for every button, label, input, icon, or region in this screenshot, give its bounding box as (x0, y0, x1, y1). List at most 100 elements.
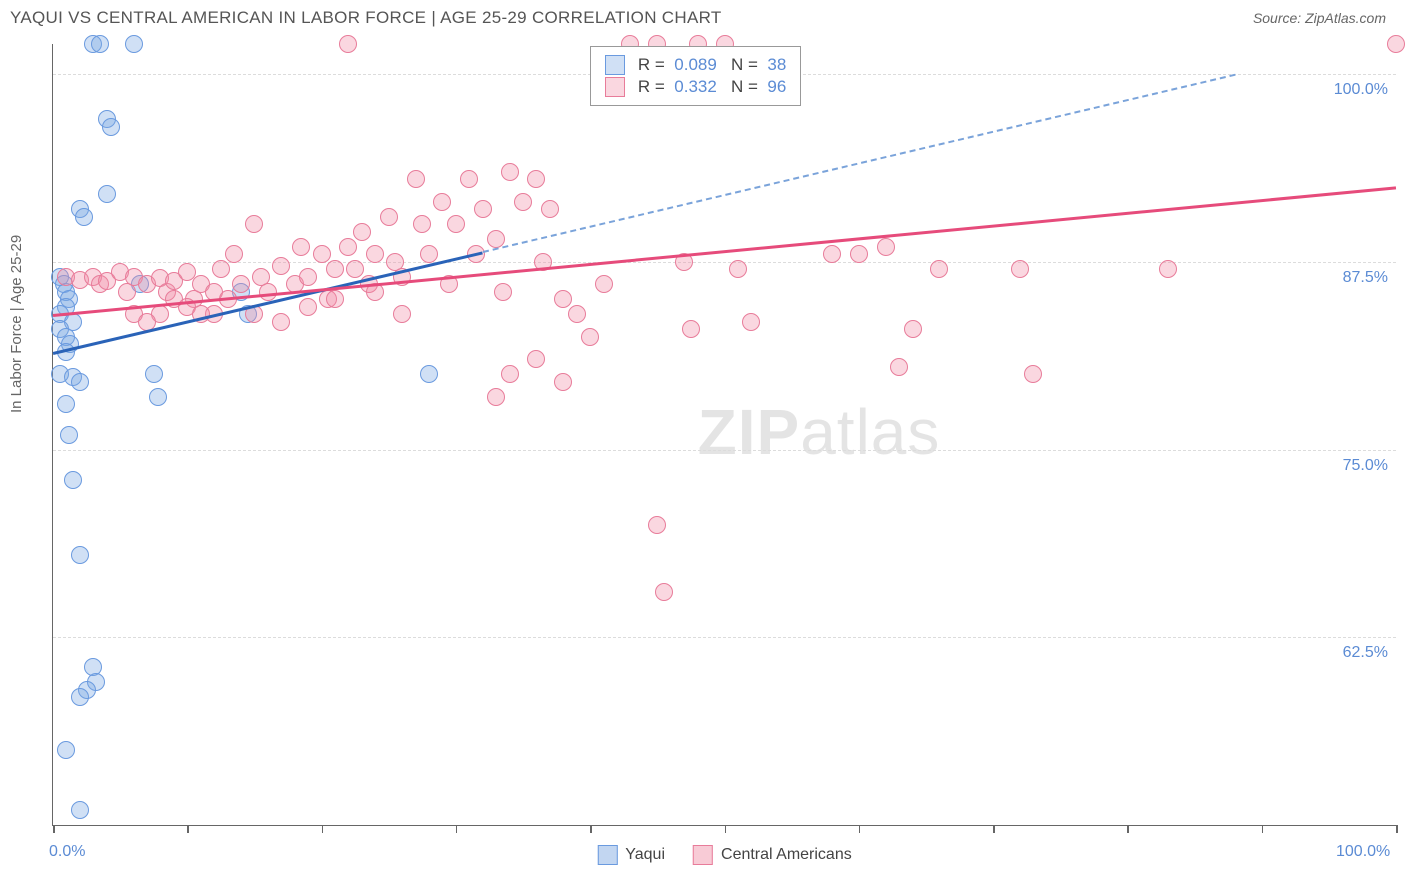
legend-item: Central Americans (693, 845, 852, 865)
data-point (554, 290, 572, 308)
data-point (326, 260, 344, 278)
y-tick-label: 62.5% (1343, 644, 1388, 662)
chart-title: YAQUI VS CENTRAL AMERICAN IN LABOR FORCE… (10, 8, 722, 28)
data-point (554, 373, 572, 391)
data-point (380, 208, 398, 226)
data-point (568, 305, 586, 323)
data-point (57, 741, 75, 759)
data-point (393, 305, 411, 323)
legend-stats: R = 0.089 N = 38 R = 0.332 N = 96 (590, 46, 801, 106)
data-point (648, 516, 666, 534)
data-point (149, 388, 167, 406)
data-point (413, 215, 431, 233)
data-point (102, 118, 120, 136)
x-tick (1127, 825, 1129, 833)
data-point (326, 290, 344, 308)
legend-swatch (693, 845, 713, 865)
y-axis-label: In Labor Force | Age 25-29 (8, 235, 25, 413)
data-point (729, 260, 747, 278)
data-point (501, 365, 519, 383)
watermark: ZIPatlas (698, 395, 941, 469)
legend-swatch (597, 845, 617, 865)
x-tick (859, 825, 861, 833)
data-point (407, 170, 425, 188)
data-point (71, 688, 89, 706)
x-tick-label: 0.0% (49, 843, 85, 861)
watermark-atlas: atlas (800, 396, 940, 468)
data-point (460, 170, 478, 188)
data-point (232, 275, 250, 293)
y-tick-label: 87.5% (1343, 269, 1388, 287)
data-point (259, 283, 277, 301)
data-point (91, 35, 109, 53)
x-tick (1396, 825, 1398, 833)
data-point (494, 283, 512, 301)
x-tick (725, 825, 727, 833)
data-point (541, 200, 559, 218)
data-point (433, 193, 451, 211)
x-tick (1262, 825, 1264, 833)
legend-r: R = 0.089 N = 38 (633, 55, 786, 75)
x-tick (322, 825, 324, 833)
data-point (474, 200, 492, 218)
data-point (225, 245, 243, 263)
gridline (53, 262, 1396, 263)
x-tick (53, 825, 55, 833)
data-point (125, 35, 143, 53)
data-point (930, 260, 948, 278)
x-tick (590, 825, 592, 833)
data-point (527, 350, 545, 368)
chart-area: In Labor Force | Age 25-29 ZIPatlas 62.5… (10, 44, 1396, 882)
data-point (595, 275, 613, 293)
data-point (1159, 260, 1177, 278)
legend-series: Yaqui Central Americans (597, 845, 851, 865)
data-point (272, 257, 290, 275)
data-point (60, 426, 78, 444)
data-point (71, 801, 89, 819)
legend-swatch (605, 77, 625, 97)
data-point (514, 193, 532, 211)
watermark-zip: ZIP (698, 396, 801, 468)
gridline (53, 450, 1396, 451)
data-point (420, 245, 438, 263)
data-point (313, 245, 331, 263)
source-label: Source: ZipAtlas.com (1253, 10, 1386, 26)
data-point (742, 313, 760, 331)
data-point (420, 365, 438, 383)
data-point (904, 320, 922, 338)
legend-stats-row: R = 0.332 N = 96 (605, 77, 786, 97)
data-point (501, 163, 519, 181)
y-tick-label: 100.0% (1334, 81, 1388, 99)
x-tick-label: 100.0% (1336, 843, 1390, 861)
data-point (890, 358, 908, 376)
data-point (366, 245, 384, 263)
data-point (71, 546, 89, 564)
chart-header: YAQUI VS CENTRAL AMERICAN IN LABOR FORCE… (0, 0, 1406, 32)
x-tick (456, 825, 458, 833)
data-point (339, 238, 357, 256)
data-point (165, 290, 183, 308)
data-point (299, 298, 317, 316)
data-point (75, 208, 93, 226)
data-point (346, 260, 364, 278)
data-point (1011, 260, 1029, 278)
data-point (98, 185, 116, 203)
data-point (272, 313, 290, 331)
trend-line (53, 187, 1396, 317)
data-point (64, 471, 82, 489)
data-point (655, 583, 673, 601)
x-tick (187, 825, 189, 833)
y-tick-label: 75.0% (1343, 457, 1388, 475)
data-point (1387, 35, 1405, 53)
gridline (53, 637, 1396, 638)
data-point (487, 388, 505, 406)
data-point (299, 268, 317, 286)
data-point (527, 170, 545, 188)
x-tick (993, 825, 995, 833)
legend-r: R = 0.332 N = 96 (633, 77, 786, 97)
data-point (245, 215, 263, 233)
data-point (682, 320, 700, 338)
data-point (353, 223, 371, 241)
legend-item: Yaqui (597, 845, 665, 865)
data-point (877, 238, 895, 256)
